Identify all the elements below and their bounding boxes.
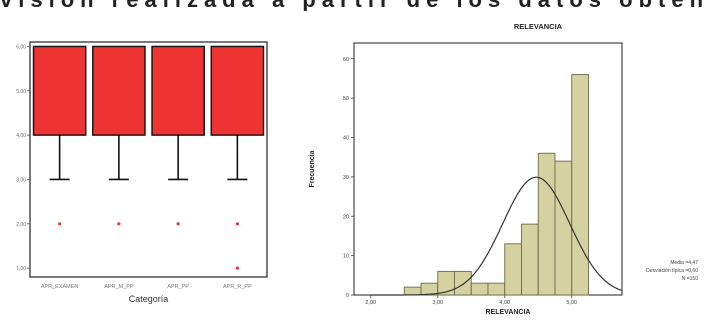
y-tick-label: 10 <box>343 254 349 260</box>
histogram-bar <box>487 282 506 296</box>
stats-line: N =150 <box>682 276 698 282</box>
histogram-bar <box>403 286 422 296</box>
y-tick-label: 5,00 <box>16 89 26 95</box>
outlier-point <box>235 266 239 270</box>
outlier-point <box>58 222 62 226</box>
box <box>92 45 146 136</box>
x-tick-label: 2,00 <box>365 300 376 306</box>
y-tick-label: 6,00 <box>16 44 26 50</box>
y-tick-label: 60 <box>343 57 349 63</box>
histogram-bar <box>470 282 489 296</box>
y-tick-label: 0 <box>346 293 349 299</box>
y-tick-label: 30 <box>343 175 349 181</box>
y-tick-label: 50 <box>343 96 349 102</box>
outlier-point <box>117 222 121 226</box>
y-tick-label: 4,00 <box>16 133 26 139</box>
y-tick-label: 20 <box>343 214 349 220</box>
histogram-bar <box>454 270 472 296</box>
x-tick-label: 3,00 <box>432 300 443 306</box>
histogram-chart: RELEVANCIA 0 10 20 30 40 50 60 2,00 3,00 4,00 5,00 F… <box>309 22 623 316</box>
x-tick-label: 5,00 <box>566 300 577 306</box>
stats-line: Desviación típica =0,60 <box>646 268 698 274</box>
y-tick-label: 3,00 <box>16 177 26 183</box>
normal-curve <box>370 176 622 296</box>
x-tick-label: APR_EXAMEN <box>41 284 79 290</box>
boxplot-chart: 1,00 2,00 3,00 4,00 5,00 6,00 APR_EXAMEN APR_M_… <box>16 41 268 304</box>
stats-line: Media =4,47 <box>670 260 698 266</box>
histogram-bar <box>504 243 522 296</box>
histogram-bar <box>554 160 573 296</box>
y-tick-label: 1,00 <box>16 266 26 272</box>
outlier-point <box>176 222 180 226</box>
chart-title: RELEVANCIA <box>514 22 563 31</box>
y-tick-label: 40 <box>343 136 349 142</box>
x-tick-label: APR_R_PP <box>223 284 252 290</box>
histogram-bar <box>521 223 539 296</box>
histogram-bar <box>571 74 589 296</box>
y-axis-label: Frecuencia <box>309 150 316 187</box>
x-axis-label: RELEVANCIA <box>486 309 531 316</box>
outlier-point <box>235 222 239 226</box>
histogram-stats: Media =4,47 Desviación típica =0,60 N =150 <box>646 260 698 282</box>
histogram-bar <box>537 152 556 296</box>
x-axis-label: Categoría <box>129 294 169 304</box>
box <box>210 45 265 136</box>
box <box>151 45 205 136</box>
y-tick-label: 2,00 <box>16 222 26 228</box>
x-tick-label: APR_M_PP <box>104 284 134 290</box>
cut-off-header-text: vision realizada a partir de los datos o… <box>0 0 708 11</box>
x-tick-label: 4,00 <box>499 300 510 306</box>
x-tick-label: APR_PP <box>167 284 189 290</box>
box <box>32 45 87 136</box>
